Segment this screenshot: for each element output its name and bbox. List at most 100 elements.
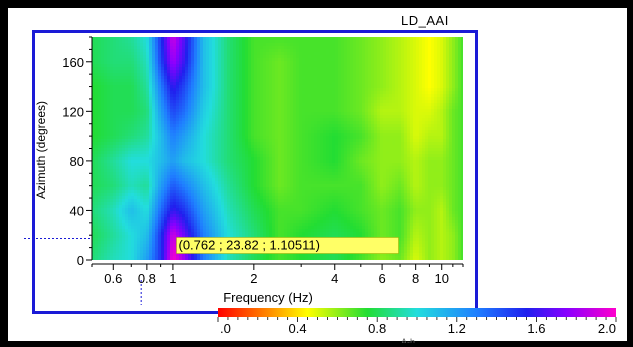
heatmap-cell: [173, 256, 177, 260]
heatmap-cell: [227, 121, 231, 125]
heatmap-cell: [257, 130, 261, 134]
heatmap-cell: [125, 163, 129, 167]
heatmap-cell: [266, 196, 270, 200]
heatmap-cell: [248, 184, 252, 188]
heatmap-cell: [152, 124, 156, 128]
heatmap-cell: [173, 250, 177, 254]
heatmap-cell: [287, 112, 291, 116]
heatmap-cell: [269, 226, 273, 230]
heatmap-cell: [248, 100, 252, 104]
heatmap-cell: [287, 157, 291, 161]
heatmap-cell: [278, 106, 282, 110]
heatmap-cell: [233, 214, 237, 218]
heatmap-cell: [116, 82, 120, 86]
heatmap-cell: [251, 109, 255, 113]
heatmap-cell: [158, 103, 162, 107]
heatmap-cell: [101, 199, 105, 203]
heatmap-cell: [158, 214, 162, 218]
heatmap-cell: [218, 202, 222, 206]
heatmap-cell: [98, 148, 102, 152]
heatmap-cell: [155, 169, 159, 173]
heatmap-cell: [137, 256, 141, 260]
heatmap-cell: [209, 223, 213, 227]
heatmap-cell: [230, 145, 234, 149]
heatmap-cell: [251, 166, 255, 170]
heatmap-cell: [179, 136, 183, 140]
heatmap-cell: [164, 193, 168, 197]
heatmap-cell: [239, 37, 243, 41]
heatmap-cell: [185, 256, 189, 260]
heatmap-cell: [128, 118, 132, 122]
heatmap-cell: [224, 217, 228, 221]
heatmap-cell: [260, 46, 264, 50]
heatmap-cell: [209, 196, 213, 200]
heatmap-cell: [284, 67, 288, 71]
heatmap-cell: [227, 61, 231, 65]
heatmap-cell: [284, 196, 288, 200]
heatmap-cell: [185, 67, 189, 71]
heatmap-cell: [221, 73, 225, 77]
heatmap-cell: [227, 88, 231, 92]
heatmap-cell: [209, 55, 213, 59]
heatmap-cell: [125, 208, 129, 212]
heatmap-cell: [149, 181, 153, 185]
heatmap-cell: [107, 76, 111, 80]
heatmap-cell: [245, 163, 249, 167]
heatmap-cell: [248, 79, 252, 83]
heatmap-cell: [95, 244, 99, 248]
heatmap-cell: [119, 193, 123, 197]
heatmap-cell: [272, 223, 276, 227]
heatmap-cell: [236, 217, 240, 221]
heatmap-cell: [260, 58, 264, 62]
heatmap-cell: [149, 220, 153, 224]
heatmap-cell: [242, 76, 246, 80]
heatmap-cell: [272, 79, 276, 83]
heatmap-cell: [146, 97, 150, 101]
heatmap-cell: [131, 211, 135, 215]
heatmap-cell: [218, 256, 222, 260]
heatmap-cell: [167, 100, 171, 104]
heatmap-cell: [194, 202, 198, 206]
heatmap-cell: [224, 154, 228, 158]
heatmap-cell: [263, 91, 267, 95]
heatmap-cell: [179, 106, 183, 110]
heatmap-cell: [260, 214, 264, 218]
heatmap-cell: [137, 190, 141, 194]
heatmap-cell: [164, 109, 168, 113]
heatmap-cell: [185, 151, 189, 155]
heatmap-cell: [122, 88, 126, 92]
heatmap-cell: [191, 94, 195, 98]
heatmap-cell: [224, 160, 228, 164]
heatmap-cell: [185, 112, 189, 116]
heatmap-cell: [158, 46, 162, 50]
heatmap-cell: [290, 94, 294, 98]
heatmap-cell: [245, 64, 249, 68]
heatmap-cell: [167, 154, 171, 158]
heatmap-cell: [251, 94, 255, 98]
heatmap-cell: [239, 145, 243, 149]
heatmap-cell: [119, 253, 123, 257]
heatmap-cell: [95, 139, 99, 143]
heatmap-cell: [125, 154, 129, 158]
heatmap-cell: [275, 211, 279, 215]
heatmap-cell: [110, 250, 114, 254]
heatmap-cell: [245, 112, 249, 116]
heatmap-cell: [248, 154, 252, 158]
heatmap-cell: [104, 40, 108, 44]
heatmap-cell: [92, 241, 96, 245]
heatmap-cell: [95, 52, 99, 56]
heatmap-cell: [92, 235, 96, 239]
heatmap-cell: [269, 187, 273, 191]
heatmap-cell: [131, 40, 135, 44]
heatmap-cell: [203, 46, 207, 50]
heatmap-cell: [251, 175, 255, 179]
heatmap-cell: [161, 112, 165, 116]
heatmap-cell: [152, 208, 156, 212]
heatmap-cell: [92, 160, 96, 164]
heatmap-cell: [251, 37, 255, 41]
heatmap-cell: [95, 190, 99, 194]
heatmap-cell: [110, 247, 114, 251]
heatmap-cell: [137, 61, 141, 65]
heatmap-cell: [113, 256, 117, 260]
